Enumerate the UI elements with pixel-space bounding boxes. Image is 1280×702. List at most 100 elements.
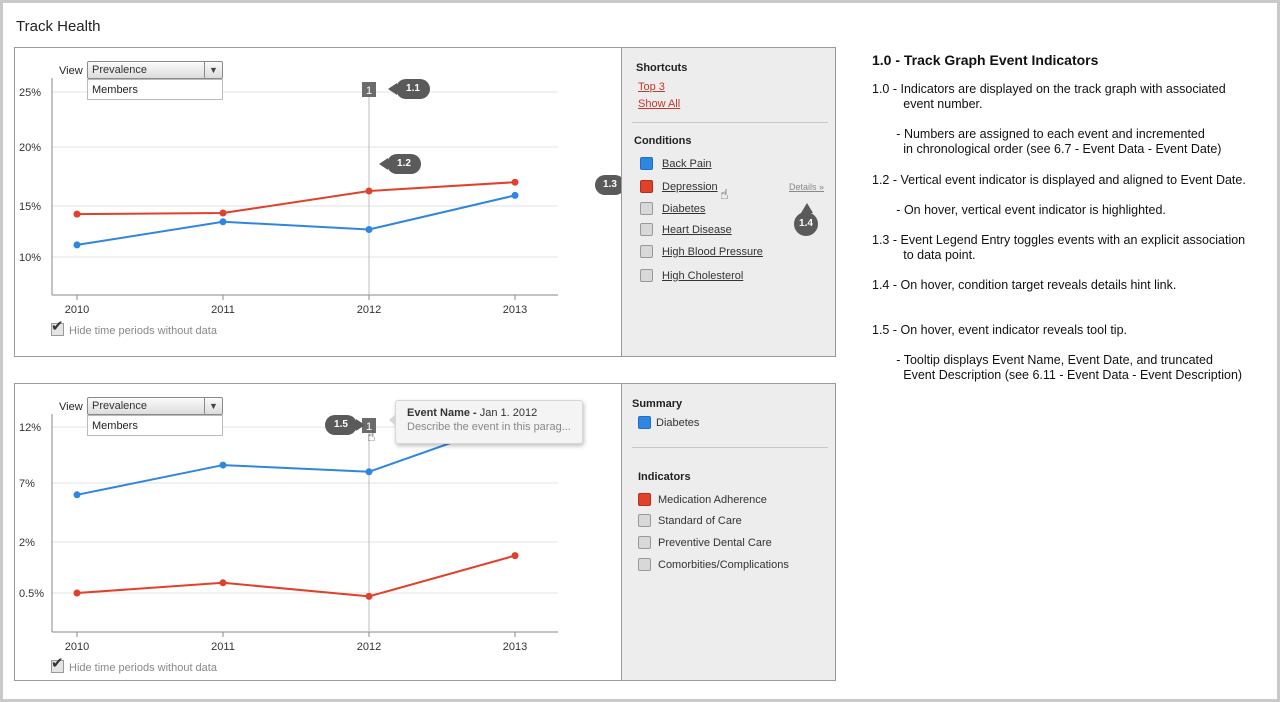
sidebar-divider bbox=[632, 122, 828, 123]
condition-high-cholesterol[interactable]: High Cholesterol bbox=[640, 269, 743, 282]
view-select[interactable]: Prevalence ▼ bbox=[87, 61, 223, 79]
data-point[interactable] bbox=[73, 491, 81, 499]
event-marker-number: 1 bbox=[366, 421, 372, 433]
data-point[interactable] bbox=[73, 241, 81, 249]
condition-depression[interactable]: Depression bbox=[640, 180, 718, 193]
notes-title: 1.0 - Track Graph Event Indicators bbox=[872, 52, 1099, 68]
data-point[interactable] bbox=[511, 178, 519, 186]
data-point[interactable] bbox=[365, 468, 373, 476]
track-graph-panel-bottom: 12% 7% 2% 0.5% 2010 2011 2012 2013 1 View Preval… bbox=[14, 383, 836, 681]
legend-swatch[interactable] bbox=[638, 536, 651, 549]
data-point[interactable] bbox=[365, 226, 373, 233]
callout-1-2: 1.2 bbox=[379, 154, 421, 174]
y-tick-label: 10% bbox=[19, 252, 41, 264]
chevron-down-icon[interactable]: ▼ bbox=[204, 62, 222, 78]
condition-label: High Blood Pressure bbox=[662, 246, 763, 258]
condition-label: Back Pain bbox=[662, 158, 712, 170]
condition-label: Depression bbox=[662, 181, 718, 193]
condition-high-blood-pressure[interactable]: High Blood Pressure bbox=[640, 245, 763, 258]
track-graph-panel-top: 25% 20% 15% 10% 2010 2011 2012 2013 1 View Preva… bbox=[14, 47, 836, 357]
data-point[interactable] bbox=[365, 187, 373, 195]
legend-swatch[interactable] bbox=[640, 157, 653, 170]
view-label: View bbox=[59, 401, 83, 413]
indicator-medication-adherence[interactable]: Medication Adherence bbox=[638, 493, 767, 506]
track-graph-top[interactable]: 25% 20% 15% 10% 2010 2011 2012 2013 1 bbox=[15, 48, 623, 358]
shortcut-top-3[interactable]: Top 3 bbox=[638, 81, 665, 93]
y-tick-label: 12% bbox=[19, 422, 41, 434]
track-graph-bottom[interactable]: 12% 7% 2% 0.5% 2010 2011 2012 2013 1 bbox=[15, 384, 623, 682]
y-tick-label: 7% bbox=[19, 478, 35, 490]
note-1-3: 1.3 - Event Legend Entry toggles events … bbox=[872, 233, 1246, 262]
note-1-0: 1.0 - Indicators are displayed on the tr… bbox=[872, 82, 1226, 111]
x-tick-label: 2010 bbox=[65, 304, 89, 316]
indicator-standard-of-care[interactable]: Standard of Care bbox=[638, 514, 742, 527]
note-1-5-tooltip: - Tooltip displays Event Name, Event Dat… bbox=[896, 353, 1243, 382]
legend-swatch[interactable] bbox=[640, 245, 653, 258]
hide-periods-checkbox[interactable]: ✔ bbox=[51, 655, 64, 673]
indicator-preventive-dental-care[interactable]: Preventive Dental Care bbox=[638, 536, 772, 549]
legend-swatch[interactable] bbox=[638, 514, 651, 527]
legend-swatch[interactable] bbox=[640, 202, 653, 215]
legend-swatch[interactable] bbox=[640, 223, 653, 236]
x-tick-label: 2010 bbox=[65, 641, 89, 653]
y-tick-label: 2% bbox=[19, 537, 35, 549]
view-select-value: Prevalence bbox=[92, 400, 148, 412]
hand-cursor-icon: ☝ bbox=[367, 428, 376, 444]
hide-periods-label: Hide time periods without data bbox=[69, 662, 217, 674]
hide-periods-checkbox[interactable]: ✔ bbox=[51, 318, 64, 336]
hide-periods-toggle[interactable]: ✔ Hide time periods without data bbox=[51, 318, 217, 337]
legend-swatch[interactable] bbox=[638, 558, 651, 571]
hide-periods-toggle[interactable]: ✔ Hide time periods without data bbox=[51, 655, 217, 674]
sidebar-divider bbox=[632, 447, 828, 448]
series-line bbox=[76, 554, 516, 598]
note-1-5: 1.5 - On hover, event indicator reveals … bbox=[872, 323, 1127, 337]
indicator-label: Standard of Care bbox=[658, 515, 742, 527]
conditions-sidebar: Shortcuts Top 3 Show All Conditions Back… bbox=[621, 48, 835, 356]
chevron-down-icon[interactable]: ▼ bbox=[204, 398, 222, 414]
details-hint-link[interactable]: Details » bbox=[789, 182, 825, 192]
checkmark-icon: ✔ bbox=[51, 655, 64, 672]
condition-diabetes[interactable]: Diabetes bbox=[640, 202, 705, 215]
legend-swatch bbox=[638, 416, 651, 429]
note-1-2: 1.2 - Vertical event indicator is displa… bbox=[872, 173, 1246, 187]
shortcut-show-all[interactable]: Show All bbox=[638, 98, 681, 110]
condition-back-pain[interactable]: Back Pain bbox=[640, 157, 712, 170]
data-point[interactable] bbox=[511, 191, 519, 199]
legend-swatch[interactable] bbox=[640, 180, 653, 193]
condition-heart-disease[interactable]: Heart Disease bbox=[640, 223, 732, 236]
dropdown-option-members[interactable]: Members bbox=[87, 79, 223, 100]
series-line bbox=[76, 181, 516, 216]
view-select[interactable]: Prevalence ▼ bbox=[87, 397, 223, 415]
x-tick-label: 2013 bbox=[503, 304, 527, 316]
indicator-comorbities[interactable]: Comorbities/Complications bbox=[638, 558, 789, 571]
callout-1-5: 1.5 bbox=[325, 415, 365, 435]
legend-swatch[interactable] bbox=[638, 493, 651, 506]
data-point[interactable] bbox=[73, 210, 81, 218]
tooltip-event-name: Event Name - bbox=[407, 407, 477, 419]
note-1-4: 1.4 - On hover, condition target reveals… bbox=[872, 278, 1177, 292]
data-point[interactable] bbox=[365, 592, 373, 600]
condition-label: Heart Disease bbox=[662, 224, 732, 236]
event-marker-box[interactable] bbox=[362, 418, 376, 433]
data-point[interactable] bbox=[219, 579, 227, 587]
data-point[interactable] bbox=[219, 461, 227, 469]
shortcuts-heading: Shortcuts bbox=[636, 62, 688, 74]
event-marker-number: 1 bbox=[366, 85, 372, 97]
event-marker-box[interactable] bbox=[362, 82, 376, 97]
series-line bbox=[76, 194, 516, 246]
data-point[interactable] bbox=[511, 552, 519, 560]
data-point[interactable] bbox=[219, 209, 227, 217]
y-tick-label: 20% bbox=[19, 142, 41, 154]
view-select-value: Prevalence bbox=[92, 64, 148, 76]
indicator-label: Preventive Dental Care bbox=[658, 537, 772, 549]
dropdown-option-members[interactable]: Members bbox=[87, 415, 223, 436]
condition-label: High Cholesterol bbox=[662, 270, 744, 282]
data-point[interactable] bbox=[219, 218, 227, 226]
indicator-label: Comorbities/Complications bbox=[658, 559, 789, 571]
note-1-0-numbers: - Numbers are assigned to each event and… bbox=[896, 127, 1222, 156]
checkmark-icon: ✔ bbox=[51, 318, 64, 335]
legend-swatch[interactable] bbox=[640, 269, 653, 282]
data-point[interactable] bbox=[73, 589, 81, 597]
summary-heading: Summary bbox=[632, 398, 683, 410]
